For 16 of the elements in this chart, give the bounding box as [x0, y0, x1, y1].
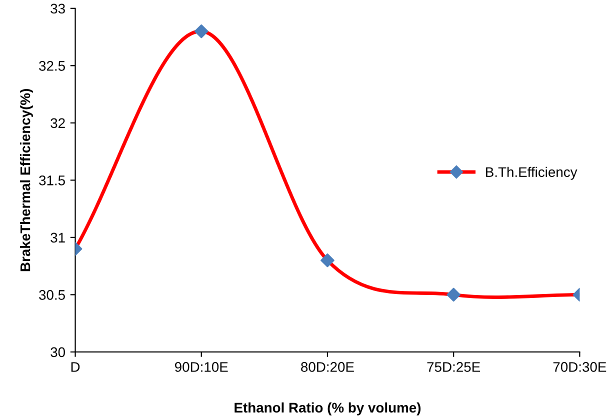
y-tick-label: 33: [50, 4, 65, 14]
y-tick-label: 31.5: [39, 176, 65, 186]
x-tick-label: 80D:20E: [301, 362, 354, 372]
y-axis-title: BrakeThermal Efficiency(%): [20, 89, 33, 272]
x-tick-label: 75D:25E: [427, 362, 480, 372]
y-tick-label: 30: [50, 347, 66, 358]
x-tick-label: 70D:30E: [553, 362, 606, 372]
x-tick-label: 90D:10E: [175, 362, 228, 372]
y-tick-label: 32: [50, 118, 65, 128]
x-axis-title: Ethanol Ratio (% by volume): [234, 402, 421, 416]
x-tick-label: D: [71, 362, 80, 372]
y-tick-label: 31: [50, 232, 65, 243]
point: [320, 253, 334, 268]
y-tick-label: 30.5: [39, 290, 65, 300]
y-tick-label: 32.5: [39, 60, 65, 71]
legend-label: B.Th.Efficiency: [486, 166, 578, 180]
